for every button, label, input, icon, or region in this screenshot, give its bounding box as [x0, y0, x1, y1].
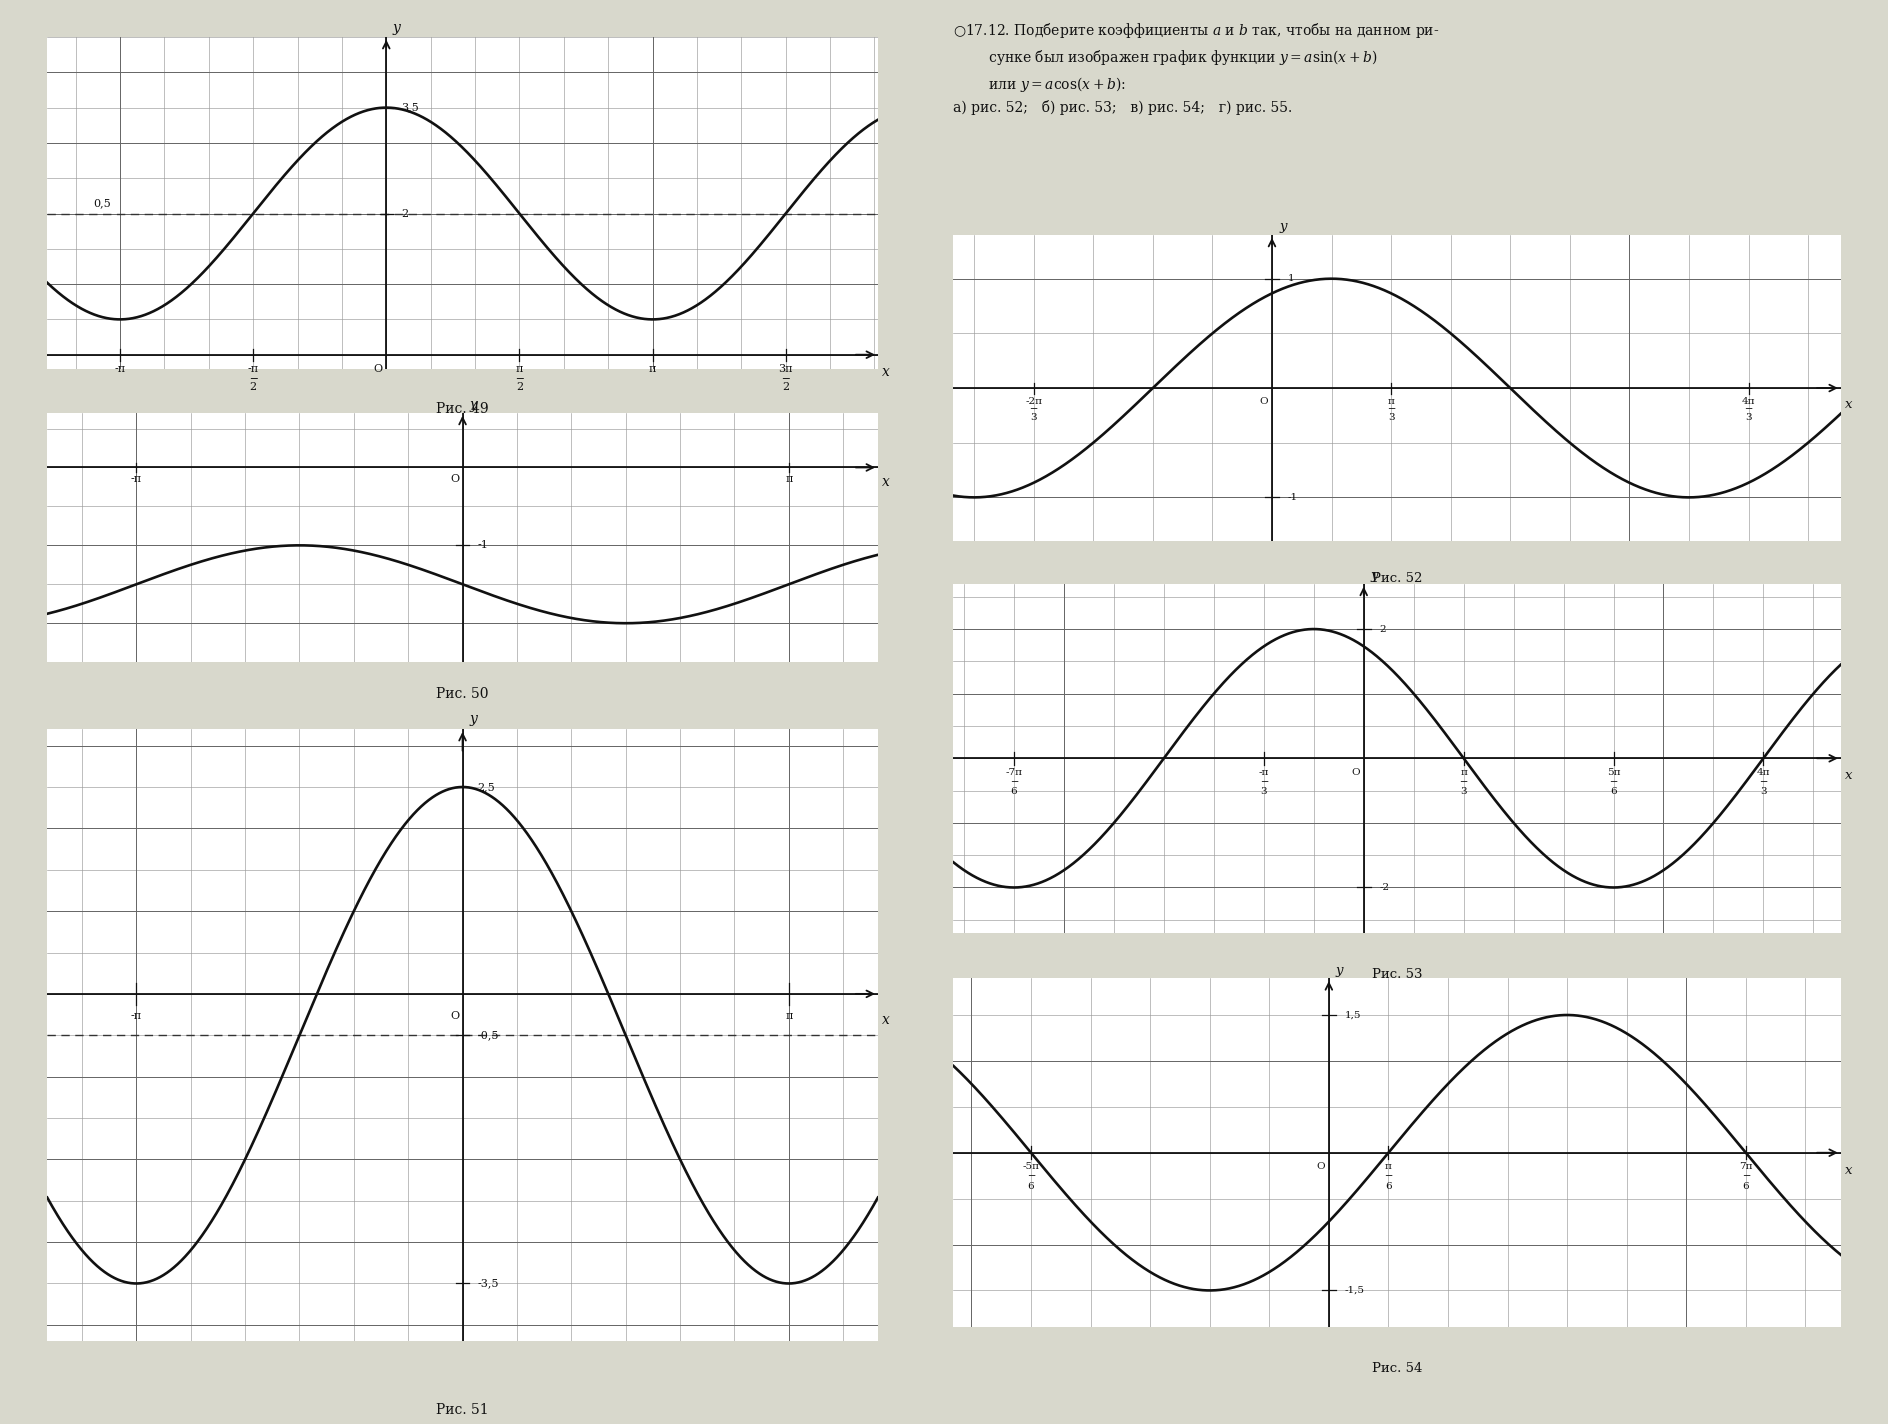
Text: 2,5: 2,5: [478, 782, 495, 792]
Text: -π: -π: [247, 365, 259, 375]
Text: 6: 6: [1027, 1182, 1035, 1190]
Text: -1: -1: [478, 540, 489, 550]
Text: x: x: [882, 1014, 889, 1028]
Text: y: y: [470, 397, 478, 412]
Text: y: y: [470, 712, 478, 726]
Text: ─: ─: [1743, 1172, 1748, 1182]
Text: -π: -π: [130, 1011, 142, 1021]
Text: ─: ─: [1760, 778, 1767, 787]
Text: 2: 2: [402, 208, 408, 218]
Text: ─: ─: [1745, 406, 1752, 414]
Text: ─: ─: [1027, 1172, 1035, 1182]
Text: y: y: [1337, 964, 1344, 977]
Text: -π: -π: [1259, 768, 1269, 778]
Text: -1: -1: [1288, 493, 1299, 501]
Text: ─: ─: [249, 373, 257, 383]
Text: ─: ─: [1031, 406, 1037, 414]
Text: y: y: [393, 21, 400, 36]
Text: ─: ─: [1010, 778, 1018, 787]
Text: 3,5: 3,5: [402, 103, 419, 112]
Text: O: O: [374, 365, 383, 375]
Text: 2: 2: [249, 382, 257, 392]
Text: 6: 6: [1010, 787, 1018, 796]
Text: ─: ─: [782, 373, 789, 383]
Text: x: x: [1845, 397, 1852, 412]
Text: y: y: [1371, 570, 1378, 582]
Text: y: y: [1278, 221, 1286, 234]
Text: 3: 3: [1031, 413, 1037, 423]
Text: π: π: [649, 365, 657, 375]
Text: Рис. 52: Рис. 52: [1373, 571, 1422, 585]
Text: 2: 2: [782, 382, 789, 392]
Text: 1,5: 1,5: [1344, 1011, 1361, 1020]
Text: ○17.12. Подберите коэффициенты $a$ и $b$ так, чтобы на данном ри-
        сунке : ○17.12. Подберите коэффициенты $a$ и $b$…: [953, 21, 1441, 115]
Text: -2: -2: [1380, 883, 1390, 891]
Text: 7π: 7π: [1739, 1162, 1752, 1172]
Text: Рис. 49: Рис. 49: [436, 402, 489, 416]
Text: O: O: [1316, 1162, 1325, 1172]
Text: x: x: [882, 476, 889, 490]
Text: x: x: [882, 366, 889, 379]
Text: π: π: [1459, 768, 1467, 778]
Text: Рис. 54: Рис. 54: [1373, 1361, 1422, 1376]
Text: x: x: [1845, 769, 1852, 782]
Text: π: π: [785, 474, 793, 484]
Text: 6: 6: [1610, 787, 1616, 796]
Text: O: O: [1352, 768, 1359, 778]
Text: ─: ─: [515, 373, 523, 383]
Text: -1,5: -1,5: [1344, 1286, 1365, 1294]
Text: -π: -π: [115, 365, 125, 375]
Text: ─: ─: [1388, 406, 1393, 414]
Text: 2: 2: [1380, 625, 1386, 634]
Text: x: x: [1845, 1163, 1852, 1176]
Text: O: O: [1259, 397, 1269, 406]
Text: π: π: [1388, 397, 1395, 406]
Text: 3: 3: [1459, 787, 1467, 796]
Text: O: O: [449, 474, 459, 484]
Text: π: π: [1386, 1162, 1391, 1172]
Text: 3: 3: [1760, 787, 1767, 796]
Text: 5π: 5π: [1607, 768, 1620, 778]
Text: 3π: 3π: [778, 365, 793, 375]
Text: -0,5: -0,5: [478, 1030, 498, 1041]
Text: 4π: 4π: [1756, 768, 1771, 778]
Text: -7π: -7π: [1006, 768, 1023, 778]
Text: 0,5: 0,5: [93, 198, 111, 208]
Text: Рис. 53: Рис. 53: [1373, 968, 1422, 981]
Text: 1: 1: [1288, 275, 1295, 283]
Text: 2: 2: [515, 382, 523, 392]
Text: 4π: 4π: [1743, 397, 1756, 406]
Text: π: π: [515, 365, 523, 375]
Text: -3,5: -3,5: [478, 1279, 498, 1289]
Text: Рис. 51: Рис. 51: [436, 1403, 489, 1417]
Text: -5π: -5π: [1023, 1162, 1040, 1172]
Text: 3: 3: [1745, 413, 1752, 423]
Text: ─: ─: [1461, 778, 1467, 787]
Text: 6: 6: [1743, 1182, 1748, 1190]
Text: π: π: [785, 1011, 793, 1021]
Text: ─: ─: [1610, 778, 1616, 787]
Text: ─: ─: [1386, 1172, 1391, 1182]
Text: O: O: [449, 1011, 459, 1021]
Text: 6: 6: [1386, 1182, 1391, 1190]
Text: -π: -π: [130, 474, 142, 484]
Text: 3: 3: [1261, 787, 1267, 796]
Text: Рис. 50: Рис. 50: [436, 686, 489, 701]
Text: -2π: -2π: [1025, 397, 1042, 406]
Text: ─: ─: [1261, 778, 1267, 787]
Text: 3: 3: [1388, 413, 1395, 423]
